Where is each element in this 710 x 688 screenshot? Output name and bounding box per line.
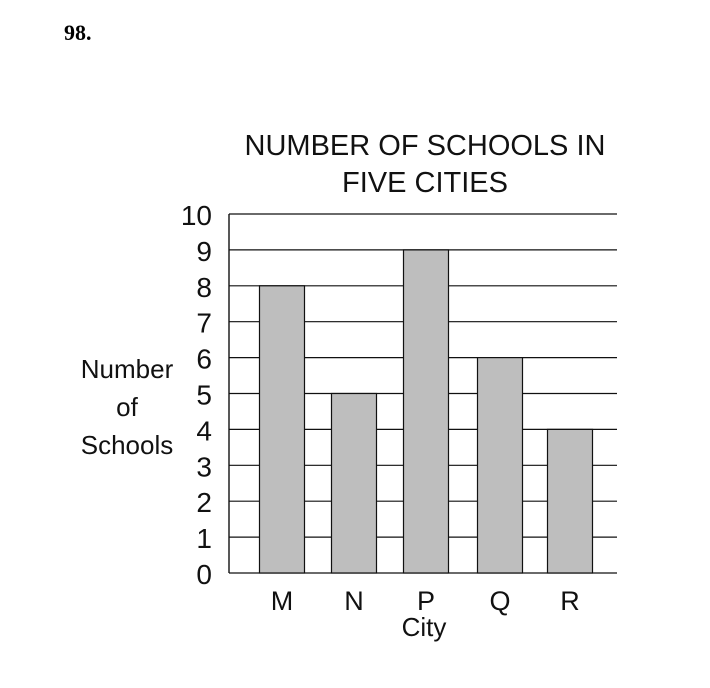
y-tick-label: 9 (196, 236, 212, 267)
y-axis-label-line-2: of (116, 392, 138, 422)
y-axis-label-line-1: Number (80, 354, 174, 384)
bar (330, 392, 378, 574)
x-tick-label: N (344, 586, 364, 616)
bar (402, 249, 450, 574)
y-tick-label: 2 (196, 487, 212, 518)
y-tick-label: 6 (196, 344, 212, 375)
bar (476, 357, 524, 574)
x-tick-label: P (417, 586, 435, 616)
y-tick-label: 3 (196, 451, 212, 482)
y-tick-label: 10 (181, 200, 212, 231)
x-tick-label: M (271, 586, 294, 616)
y-tick-label: 1 (196, 523, 212, 554)
y-axis-label-line-3: Schools (80, 430, 174, 460)
x-tick-label: Q (489, 586, 510, 616)
question-number: 98. (64, 20, 92, 45)
chart-title-line-1: NUMBER OF SCHOOLS IN (244, 130, 606, 162)
y-tick-label: 4 (196, 415, 212, 446)
y-tick-label: 8 (196, 272, 212, 303)
chart-title: NUMBER OF SCHOOLS IN FIVE CITIES (220, 128, 630, 202)
y-axis-label: Number of Schools (62, 350, 192, 464)
chart-title-line-2: FIVE CITIES (342, 167, 508, 199)
bar (546, 428, 594, 574)
y-tick-label: 0 (196, 559, 212, 590)
bar (258, 285, 306, 574)
y-tick-label: 5 (196, 380, 212, 411)
y-tick-label: 7 (196, 308, 212, 339)
x-axis-label: City (401, 612, 447, 642)
x-tick-label: R (560, 586, 580, 616)
